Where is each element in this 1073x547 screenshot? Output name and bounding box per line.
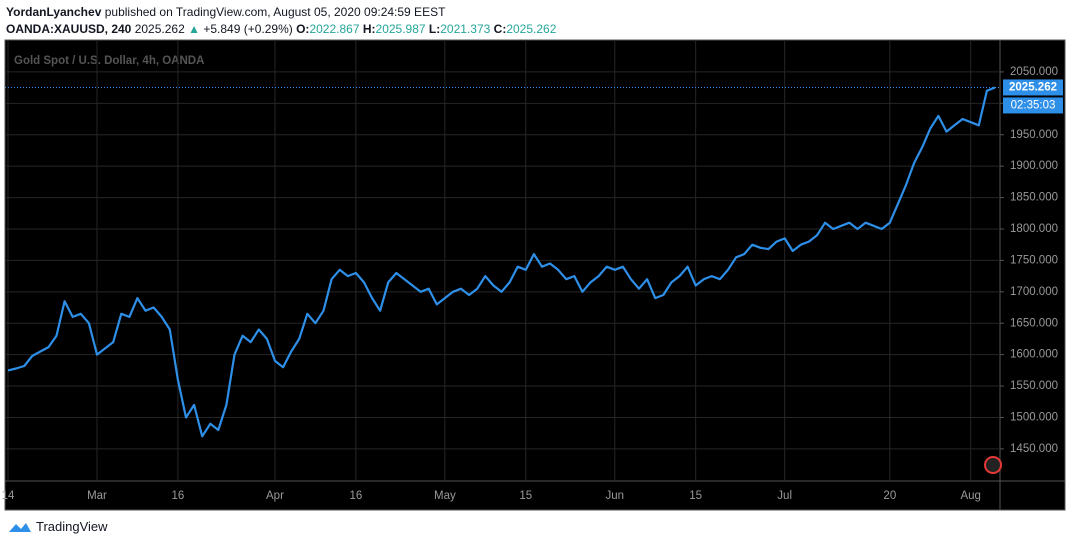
o-label: O:: [296, 22, 310, 36]
h-label: H:: [362, 22, 376, 36]
countdown-label: 02:35:03: [1011, 99, 1056, 111]
close: 2025.262: [506, 22, 557, 36]
x-tick-label: 20: [883, 490, 896, 502]
change: +5.849 (+0.29%): [203, 22, 293, 36]
y-tick-label: 2050.000: [1010, 66, 1058, 78]
y-tick-label: 1450.000: [1010, 443, 1058, 455]
open: 2022.867: [309, 22, 360, 36]
y-tick-label: 1500.000: [1010, 412, 1058, 424]
x-tick-label: 16: [349, 490, 362, 502]
symbol: OANDA:XAUUSD, 240: [6, 22, 132, 36]
y-tick-label: 1650.000: [1010, 317, 1058, 329]
price-tag: [1003, 79, 1063, 96]
publish-line: YordanLyanchev published on TradingView.…: [6, 4, 556, 21]
x-tick-label: 16: [171, 490, 184, 502]
x-tick-label: Aug: [960, 490, 980, 502]
y-tick-label: 1750.000: [1010, 254, 1058, 266]
publisher: YordanLyanchev: [6, 5, 102, 19]
x-tick-label: 14: [2, 490, 15, 502]
x-tick-label: Mar: [87, 490, 107, 502]
chart-bg: [4, 39, 1066, 511]
y-tick-label: 1550.000: [1010, 380, 1058, 392]
footer: TradingView: [8, 519, 108, 534]
plot: [5, 40, 1000, 481]
x-tick-label: Jul: [777, 490, 792, 502]
low: 2021.373: [440, 22, 491, 36]
x-tick-label: May: [434, 490, 456, 502]
last: 2025.262: [134, 22, 185, 36]
published: published on TradingView.com, August 05,…: [104, 5, 446, 19]
price-tag-label: 2025.262: [1009, 81, 1057, 93]
x-tick-label: 15: [689, 490, 702, 502]
y-tick-label: 1850.000: [1010, 192, 1058, 204]
y-tick-label: 1950.000: [1010, 129, 1058, 141]
y-tick-label: 1800.000: [1010, 223, 1058, 235]
x-tick-label: Apr: [266, 490, 284, 502]
y-tick-label: 1900.000: [1010, 160, 1058, 172]
x-tick-label: Jun: [605, 490, 624, 502]
arrow: ▲: [188, 22, 200, 36]
y-tick-label: 1700.000: [1010, 286, 1058, 298]
price-line: [7, 86, 996, 438]
x-tick-label: 15: [519, 490, 532, 502]
header: YordanLyanchev published on TradingView.…: [6, 4, 556, 38]
chart-legend: Gold Spot / U.S. Dollar, 4h, OANDA: [14, 55, 204, 67]
logo: [9, 522, 31, 532]
ohlc-line: OANDA:XAUUSD, 240 2025.262 ▲ +5.849 (+0.…: [6, 21, 556, 38]
countdown-tag: [1003, 97, 1063, 114]
high: 2025.987: [375, 22, 426, 36]
event-icon: [984, 456, 1002, 474]
l-label: L:: [428, 22, 441, 36]
y-tick-label: 1600.000: [1010, 349, 1058, 361]
brand: TradingView: [36, 519, 108, 534]
c-label: C:: [493, 22, 507, 36]
